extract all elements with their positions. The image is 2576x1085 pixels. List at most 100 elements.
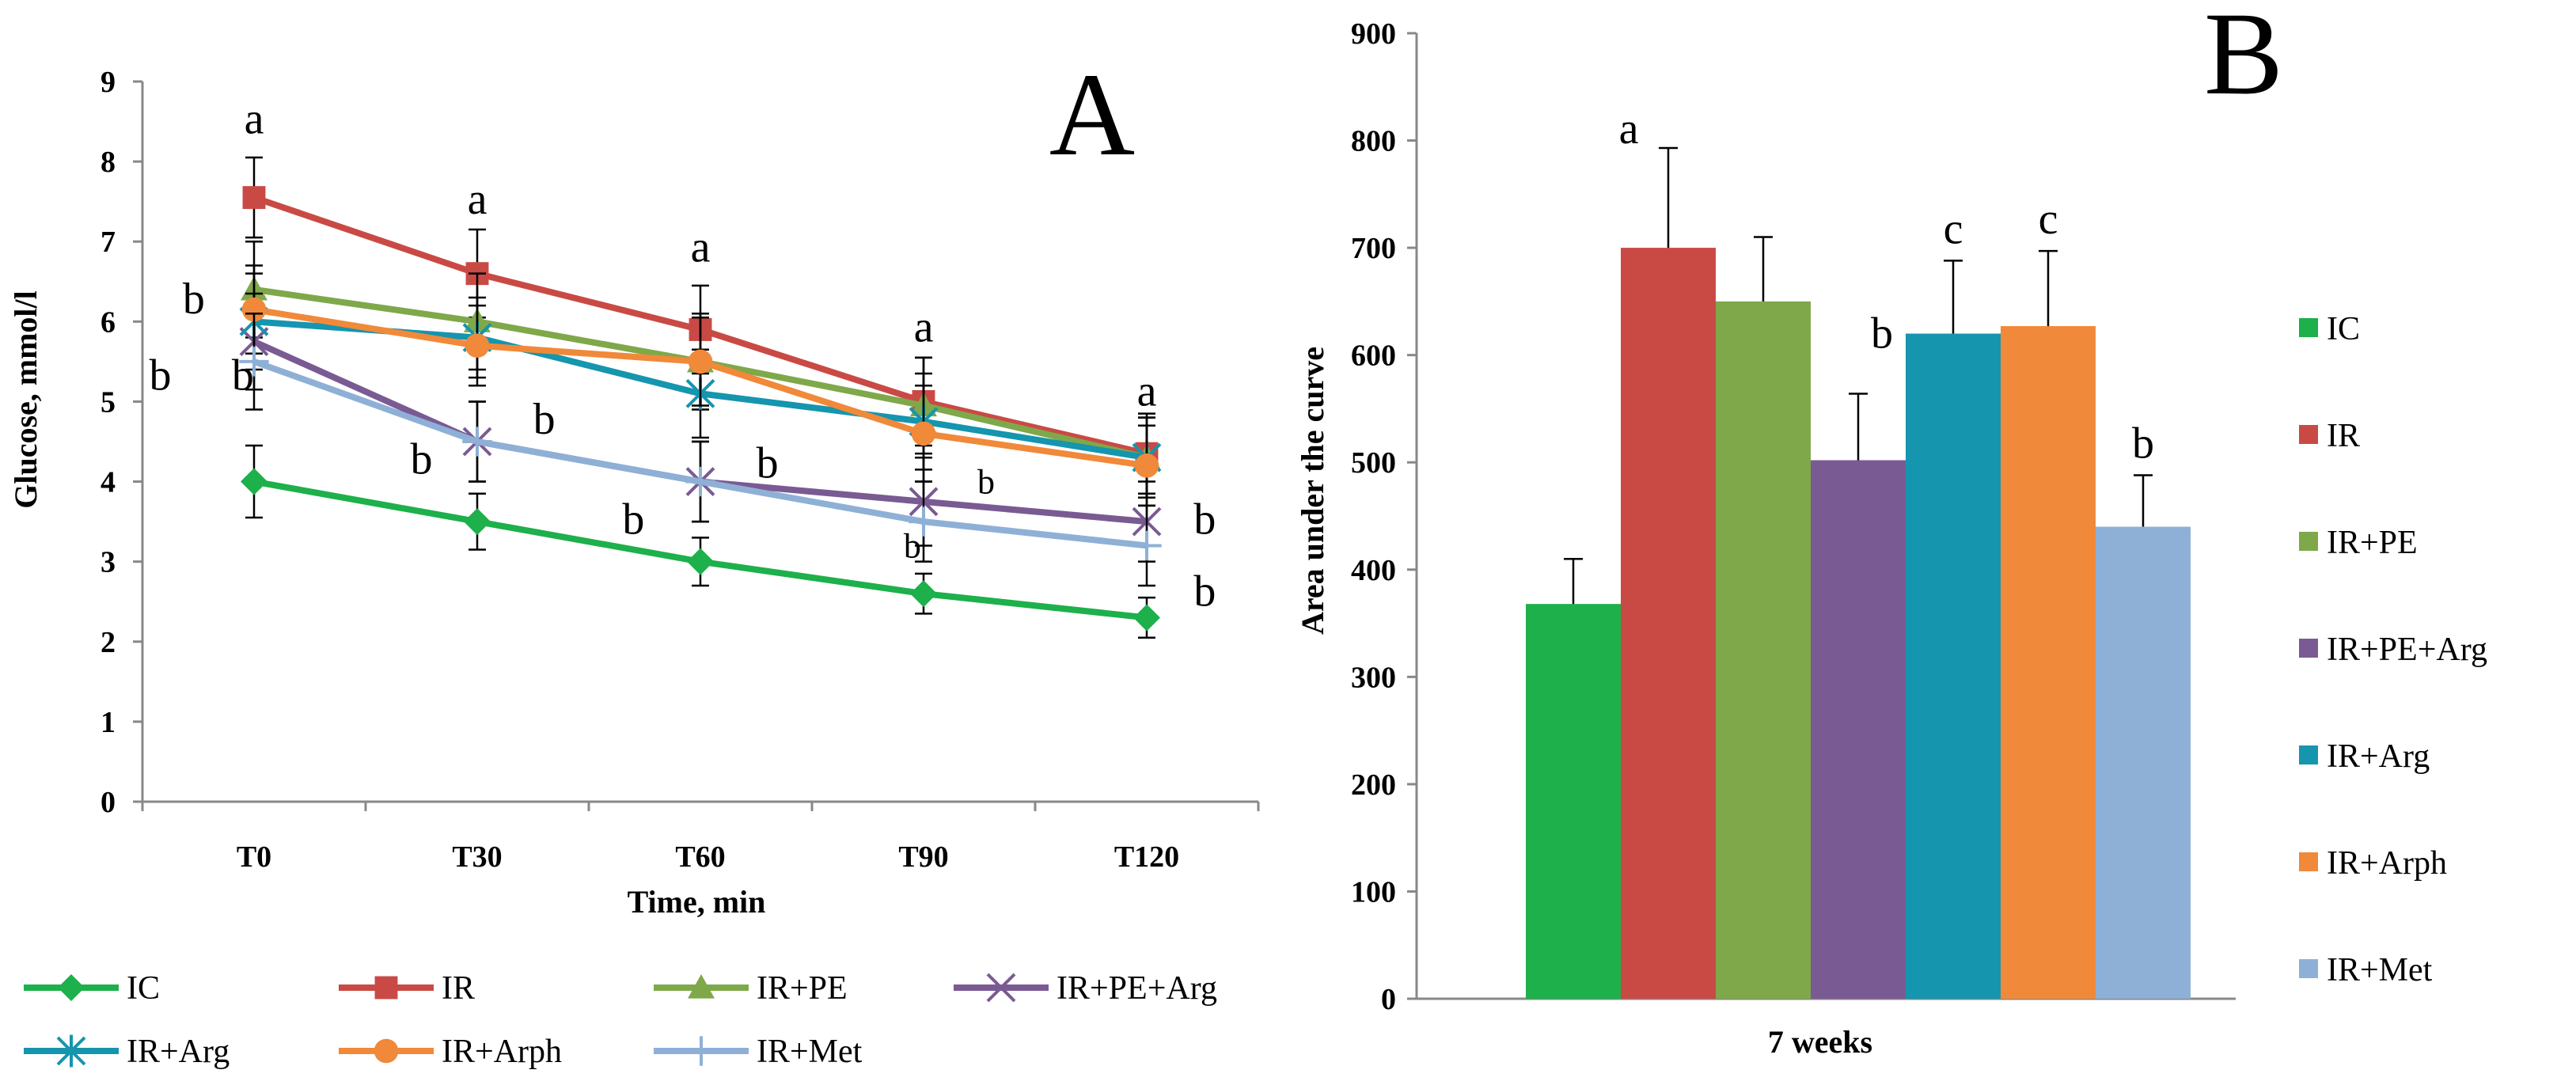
- panel-a-y-axis-label: Glucose, mmol/l: [8, 290, 44, 509]
- data-point: [688, 349, 713, 374]
- data-point: [1132, 530, 1162, 561]
- legend-item-ir-pe-arg: IR+PE+Arg: [954, 970, 1217, 1007]
- panel-b-letter: B: [2204, 0, 2283, 120]
- panel-a-x-tick-label: T120: [1114, 840, 1179, 874]
- significance-letter: a: [691, 223, 711, 272]
- legend-marker: [374, 976, 398, 1000]
- panel-b-y-ticks: 0 100 200 300 400 500 600 700 800 900: [1351, 17, 1417, 1016]
- significance-letter: a: [1619, 104, 1639, 154]
- significance-letter: b: [150, 351, 172, 400]
- legend-label: IC: [2327, 311, 2360, 347]
- legend-label: IR+PE+Arg: [2327, 632, 2487, 668]
- legend-item-ic: IC: [24, 970, 160, 1007]
- panel-b-bar-chart: 0 100 200 300 400 500 600 700 800 900 a b c c b B Are…: [1295, 0, 2487, 1060]
- significance-letter: a: [245, 95, 264, 144]
- panel-b-y-tick-label: 400: [1351, 554, 1396, 587]
- significance-letter: b: [977, 463, 995, 502]
- panel-b-annotations: B: [2204, 0, 2283, 120]
- legend-label: IR+Met: [2327, 952, 2433, 988]
- legend-swatch: [2299, 425, 2318, 444]
- legend-item-ir-met: IR+Met: [2299, 952, 2433, 988]
- legend-label: IR+Met: [757, 1034, 863, 1070]
- bar-ic: [1526, 604, 1621, 999]
- significance-letter: b: [904, 527, 921, 566]
- significance-letter: b: [411, 434, 433, 484]
- error-bar: [1659, 146, 1678, 248]
- data-point: [1134, 453, 1159, 478]
- error-bar: [1849, 393, 1868, 461]
- legend-label: IC: [127, 970, 160, 1007]
- legend-swatch: [2299, 318, 2318, 337]
- bar-ir-arph: [2001, 326, 2096, 1000]
- legend-marker: [986, 973, 1016, 1003]
- bar-group-ir-pe-arg: b: [1811, 309, 1906, 999]
- panel-b-y-tick-label: 0: [1381, 983, 1396, 1016]
- data-point: [462, 427, 492, 457]
- panel-a-letter: A: [1049, 49, 1135, 180]
- panel-a-y-tick-label: 5: [101, 385, 116, 419]
- data-point: [242, 186, 266, 210]
- data-point: [911, 421, 936, 446]
- panel-b-y-axis-label: Area under the curve: [1295, 347, 1330, 635]
- panel-a-y-ticks: 0 1 2 3 4 5 6 7 8 9: [101, 66, 142, 819]
- bar-group-ir-pe: [1716, 236, 1811, 999]
- data-point: [465, 333, 490, 358]
- bar-ir-pe: [1716, 301, 1811, 999]
- significance-letter: b: [533, 395, 556, 444]
- panel-a-series: [239, 156, 1162, 639]
- panel-a-x-tick-label: T60: [675, 840, 725, 874]
- data-point: [241, 468, 267, 495]
- legend-marker: [688, 974, 715, 999]
- legend-swatch: [2299, 959, 2318, 978]
- significance-letter: b: [622, 495, 644, 544]
- significance-letter: c: [2039, 195, 2058, 244]
- legend-label: IR+PE+Arg: [1057, 970, 1217, 1007]
- bar-ir-met: [2096, 526, 2191, 999]
- significance-letter: b: [183, 275, 205, 324]
- panel-a-x-tick-label: T30: [452, 840, 502, 874]
- panel-b-bars: a b c c b: [1526, 104, 2191, 1000]
- significance-letter: b: [232, 351, 254, 400]
- panel-a-axes: [141, 82, 1260, 811]
- significance-letter: b: [2132, 419, 2154, 468]
- legend-item-ir-pe: IR+PE: [2299, 525, 2418, 561]
- panel-b-y-tick-label: 800: [1351, 125, 1396, 158]
- error-bar: [2039, 249, 2058, 327]
- data-point: [239, 347, 269, 377]
- panel-b-y-tick-label: 700: [1351, 232, 1396, 265]
- error-bar: [2134, 474, 2153, 527]
- panel-b-y-tick-label: 100: [1351, 875, 1396, 909]
- legend-label: IR+Arg: [127, 1034, 230, 1070]
- panel-a-y-tick-label: 1: [101, 706, 116, 739]
- data-point: [910, 580, 937, 608]
- panel-a-y-tick-label: 7: [101, 226, 116, 259]
- legend-item-ic: IC: [2299, 311, 2360, 347]
- panel-b-x-axis-label: 7 weeks: [1768, 1024, 1872, 1060]
- legend-swatch: [2299, 745, 2318, 764]
- legend-swatch: [2299, 639, 2318, 658]
- series-ic: [241, 444, 1160, 639]
- significance-letter: b: [1193, 495, 1216, 544]
- data-point: [687, 548, 714, 575]
- data-point: [909, 506, 939, 537]
- panel-a-legend: IC IR IR+PE IR+PE+Arg IR+Arg IR+Arph IR+Met: [24, 970, 1217, 1070]
- panel-a-y-tick-label: 8: [101, 146, 116, 179]
- error-bar: [1944, 260, 1963, 334]
- legend-item-ir-arg: IR+Arg: [24, 1034, 230, 1070]
- bar-group-ic: [1526, 557, 1621, 999]
- legend-label: IR: [2327, 418, 2360, 454]
- legend-item-ir: IR: [339, 970, 475, 1007]
- panel-b-y-tick-label: 900: [1351, 17, 1396, 51]
- panel-a-y-tick-label: 3: [101, 546, 116, 579]
- error-bar: [1754, 236, 1773, 302]
- bar-ir: [1621, 248, 1716, 1000]
- panel-b-legend: IC IR IR+PE IR+PE+Arg IR+Arg IR+Arph IR+Met: [2299, 311, 2487, 988]
- legend-item-ir-pe: IR+PE: [654, 970, 848, 1007]
- legend-item-ir-arph: IR+Arph: [2299, 845, 2447, 882]
- legend-label: IR: [442, 970, 475, 1007]
- legend-label: IR+PE: [2327, 525, 2418, 561]
- panel-a-y-tick-label: 4: [101, 466, 116, 499]
- legend-item-ir: IR: [2299, 418, 2360, 454]
- bar-group-ir: a: [1619, 104, 1716, 1000]
